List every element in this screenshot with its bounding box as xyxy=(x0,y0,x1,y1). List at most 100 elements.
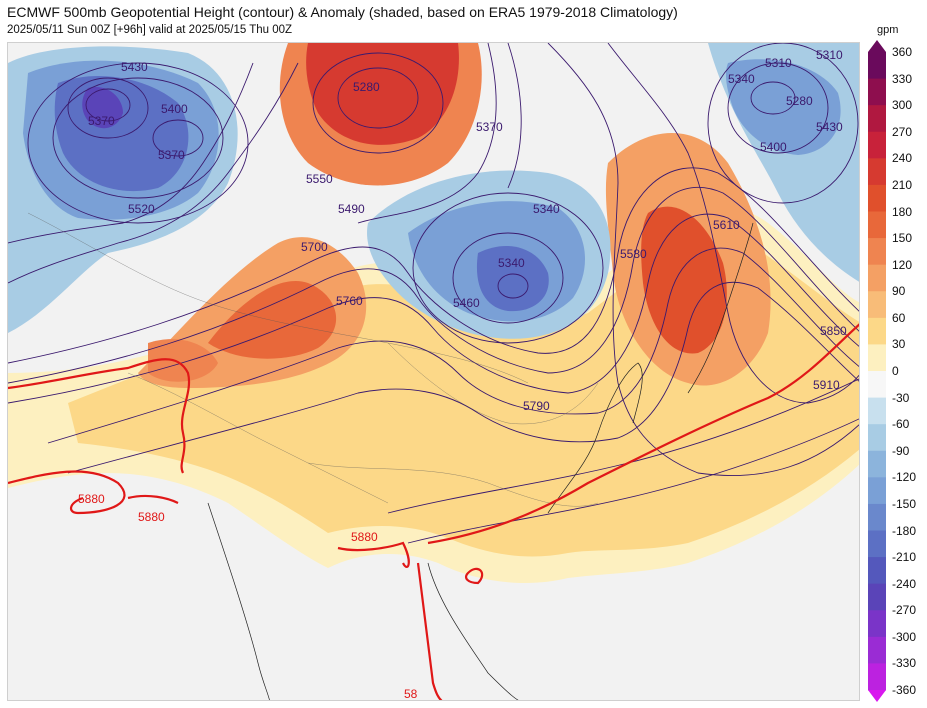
chart-subtitle: 2025/05/11 Sun 00Z [+96h] valid at 2025/… xyxy=(7,24,293,36)
contour-label: 5280 xyxy=(353,80,380,94)
contour-closed-low xyxy=(67,77,149,139)
colorbar-segment xyxy=(868,78,886,106)
contour-label: 5340 xyxy=(728,72,755,86)
contour-line xyxy=(507,43,522,189)
colorbar-tick-label: -330 xyxy=(892,656,917,671)
contour-line xyxy=(47,247,859,444)
colorbar-segment xyxy=(868,503,886,531)
ridge-label: 5880 xyxy=(78,492,105,506)
pacific-trough-core xyxy=(725,59,841,155)
contour-label: 5790 xyxy=(523,399,550,413)
colorbar-units: gpm xyxy=(877,24,899,36)
colorbar-tick-label: -240 xyxy=(892,576,917,591)
colorbar-segment xyxy=(868,158,886,186)
coastline-east-asia xyxy=(547,362,643,514)
colorbar-tick-label: 270 xyxy=(892,124,913,139)
colorbar-tick-label: -30 xyxy=(892,390,910,405)
contour-line xyxy=(67,281,859,474)
colorbar-tick-label: -360 xyxy=(892,683,917,697)
contour-label: 5430 xyxy=(816,120,843,134)
contour-line xyxy=(607,43,859,404)
colorbar-segment xyxy=(868,317,886,345)
ridge-5880-peninsula xyxy=(464,567,484,585)
ridge-5880-south xyxy=(337,541,410,569)
north-ridge-core xyxy=(306,43,459,145)
colorbar-tick-label: -270 xyxy=(892,603,917,618)
colorbar-tick-label: 360 xyxy=(892,45,913,59)
coastline-india xyxy=(207,502,270,700)
ridge-5880-indochina xyxy=(416,562,443,700)
contour-label: 5520 xyxy=(128,202,155,216)
ridge-5880-east xyxy=(427,323,859,545)
colorbar-tick-label: 150 xyxy=(892,231,913,246)
ridge-5880-mid xyxy=(127,494,179,504)
colorbar-segment xyxy=(868,636,886,664)
contour-line xyxy=(8,187,859,384)
border-line xyxy=(387,342,599,425)
colorbar-segment xyxy=(868,583,886,611)
contour-label: 5700 xyxy=(301,240,328,254)
colorbar-tick-label: 330 xyxy=(892,71,913,86)
contour-closed-high xyxy=(312,52,444,154)
colorbar-tick-label: -120 xyxy=(892,470,917,485)
contour-label: 5910 xyxy=(813,378,840,392)
chart-title: ECMWF 500mb Geopotential Height (contour… xyxy=(7,4,678,20)
colorbar-segment xyxy=(868,663,886,691)
colorbar-tick-label: 300 xyxy=(892,98,913,113)
colorbar-tick-label: 30 xyxy=(892,337,906,352)
colorbar-cap-top xyxy=(868,40,886,52)
colorbar-tick-label: 90 xyxy=(892,284,906,299)
ridge-5880-west xyxy=(8,470,126,515)
contour-label: 5430 xyxy=(121,60,148,74)
contour-label: 5310 xyxy=(816,48,843,62)
height-contours xyxy=(8,43,859,544)
colorbar-cap-bottom xyxy=(868,690,886,702)
colorbar-segment xyxy=(868,105,886,133)
colorbar-segment xyxy=(868,184,886,212)
colorbar-segment xyxy=(868,397,886,425)
colorbar-segment xyxy=(868,610,886,638)
colorbar-tick-label: 60 xyxy=(892,310,906,325)
contour-label: 5370 xyxy=(158,148,185,162)
contour-line xyxy=(547,43,859,476)
ridge-anomaly-core xyxy=(208,281,337,359)
colorbar-tick-label: -180 xyxy=(892,523,917,538)
west-trough-center xyxy=(82,87,123,129)
colorbar-tick-label: -210 xyxy=(892,550,917,565)
ridge-label: 5880 xyxy=(138,510,165,524)
contour-closed-low xyxy=(152,119,204,157)
colorbar-tick-label: 180 xyxy=(892,204,913,219)
ridge-anomaly-south xyxy=(148,339,218,382)
colorbar-tick-label: -150 xyxy=(892,496,917,511)
map-panel: 5430 5370 5400 5370 5520 5280 5550 5490 … xyxy=(7,42,860,701)
contour-labels: 5430 5370 5400 5370 5520 5280 5550 5490 … xyxy=(88,48,847,413)
colorbar-segment xyxy=(868,52,886,80)
colorbar-tick-label: -60 xyxy=(892,417,910,432)
contour-label: 5340 xyxy=(498,256,525,270)
contour-line xyxy=(8,213,859,404)
colorbar-segment xyxy=(868,344,886,372)
ridge-label: 5880 xyxy=(351,530,378,544)
colorbar xyxy=(868,40,886,702)
contour-label: 5580 xyxy=(620,247,647,261)
contour-label: 5280 xyxy=(786,94,813,108)
contour-label: 5400 xyxy=(760,140,787,154)
contour-line xyxy=(357,43,497,224)
colorbar-tick-label: 0 xyxy=(892,364,899,378)
colorbar-tick-label: -90 xyxy=(892,443,910,458)
contour-closed-low xyxy=(412,192,604,344)
border-line xyxy=(127,372,389,504)
central-trough-core xyxy=(476,245,549,312)
map-canvas: 5430 5370 5400 5370 5520 5280 5550 5490 … xyxy=(8,43,859,700)
colorbar-segment xyxy=(868,424,886,452)
contour-label: 5460 xyxy=(453,296,480,310)
colorbar-segment xyxy=(868,238,886,266)
borders xyxy=(27,212,599,507)
coastline-indochina xyxy=(427,562,519,700)
ridge-5880-main xyxy=(8,358,191,474)
contour-line xyxy=(8,167,859,364)
contour-label: 5760 xyxy=(336,294,363,308)
colorbar-segment xyxy=(868,450,886,478)
coastline-japan xyxy=(687,222,754,394)
border-line xyxy=(27,212,529,384)
